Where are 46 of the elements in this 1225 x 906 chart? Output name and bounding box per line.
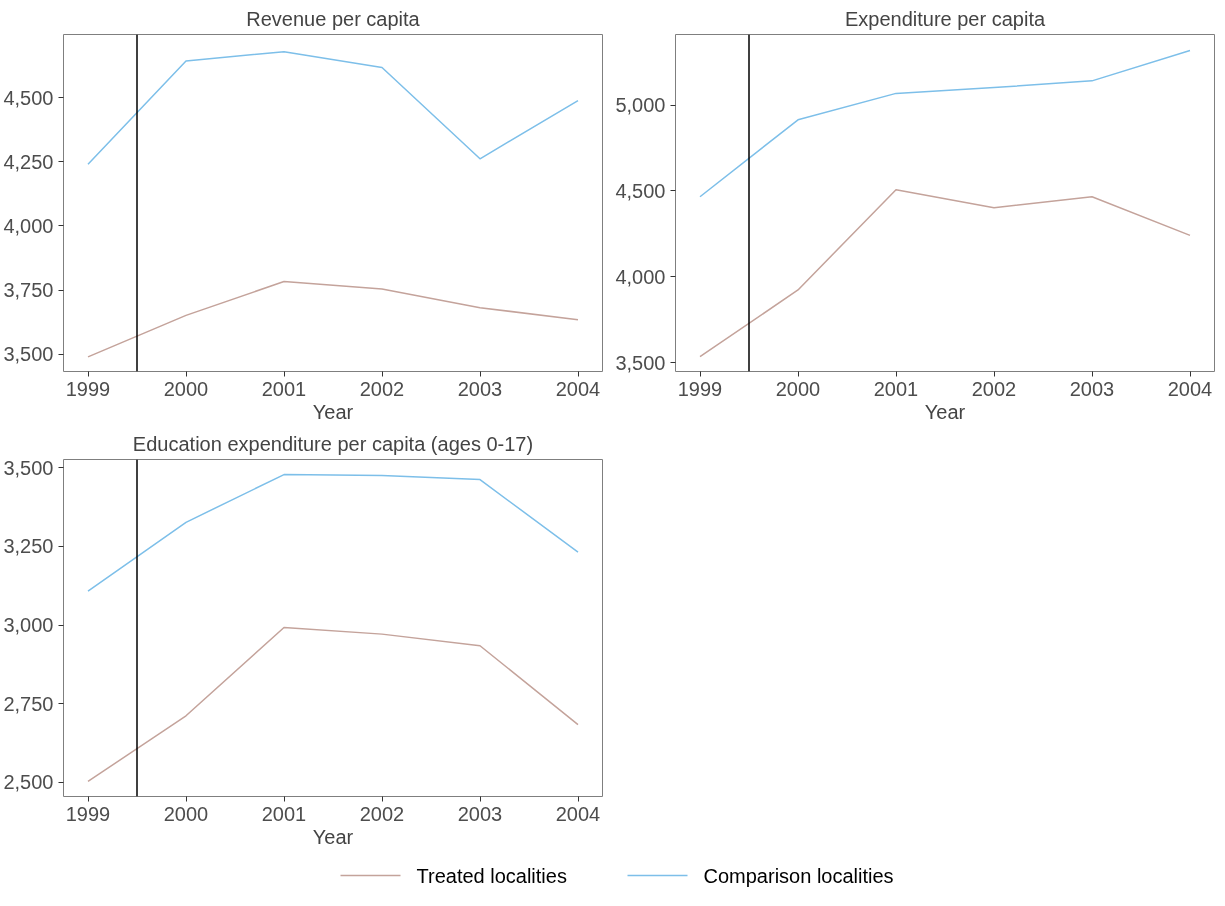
y-tick-label: 3,000 <box>3 614 54 637</box>
x-tick-label: 1999 <box>65 802 111 825</box>
x-tick-label: 2003 <box>457 802 503 825</box>
chart-title: Expenditure per capita <box>844 7 1046 30</box>
y-tick-label: 4,000 <box>615 265 666 288</box>
y-tick-label: 3,250 <box>3 535 54 558</box>
x-tick-label: 2004 <box>555 802 601 825</box>
y-tick-label: 3,750 <box>3 279 54 301</box>
y-tick-label: 3,500 <box>3 343 54 366</box>
x-tick-label: 2004 <box>1167 377 1213 400</box>
legend-label: Treated localities <box>416 864 567 887</box>
y-tick-label: 3,500 <box>3 456 54 479</box>
y-tick-label: 4,500 <box>3 86 54 109</box>
line-series <box>87 280 579 358</box>
y-tick-label: 2,750 <box>3 692 54 715</box>
x-tick-label: 2001 <box>873 377 919 400</box>
x-tick-label: 2002 <box>971 377 1017 400</box>
x-tick-label: 2004 <box>555 377 601 400</box>
x-axis-title: Year <box>312 400 354 423</box>
chart-title: Education expenditure per capita (ages 0-17) <box>132 432 534 455</box>
x-tick-label: 2003 <box>1069 377 1115 400</box>
y-tick-label: 4,000 <box>3 214 54 237</box>
line-series <box>699 49 1191 198</box>
chart-title: Revenue per capita <box>246 7 421 30</box>
x-tick-label: 2000 <box>163 802 209 825</box>
x-axis-title: Year <box>312 825 354 848</box>
x-tick-label: 2002 <box>359 802 405 825</box>
line-series <box>699 188 1191 358</box>
x-tick-label: 2000 <box>163 377 209 400</box>
y-tick-label: 4,500 <box>615 179 666 202</box>
line-series <box>87 473 579 592</box>
x-axis-title: Year <box>924 400 966 423</box>
y-tick-label: 5,000 <box>615 94 666 117</box>
x-tick-label: 2001 <box>261 802 307 825</box>
y-tick-label: 3,500 <box>615 351 666 374</box>
line-series <box>87 50 579 165</box>
x-tick-label: 1999 <box>65 377 111 400</box>
x-tick-label: 2000 <box>775 377 821 400</box>
y-tick-label: 4,250 <box>3 150 54 173</box>
x-tick-label: 2001 <box>261 377 307 400</box>
y-tick-label: 2,500 <box>3 771 54 794</box>
x-tick-label: 1999 <box>677 377 723 400</box>
x-tick-label: 2002 <box>359 377 405 400</box>
line-series <box>87 626 579 783</box>
legend-label: Comparison localities <box>703 864 894 887</box>
x-tick-label: 2003 <box>457 377 503 400</box>
